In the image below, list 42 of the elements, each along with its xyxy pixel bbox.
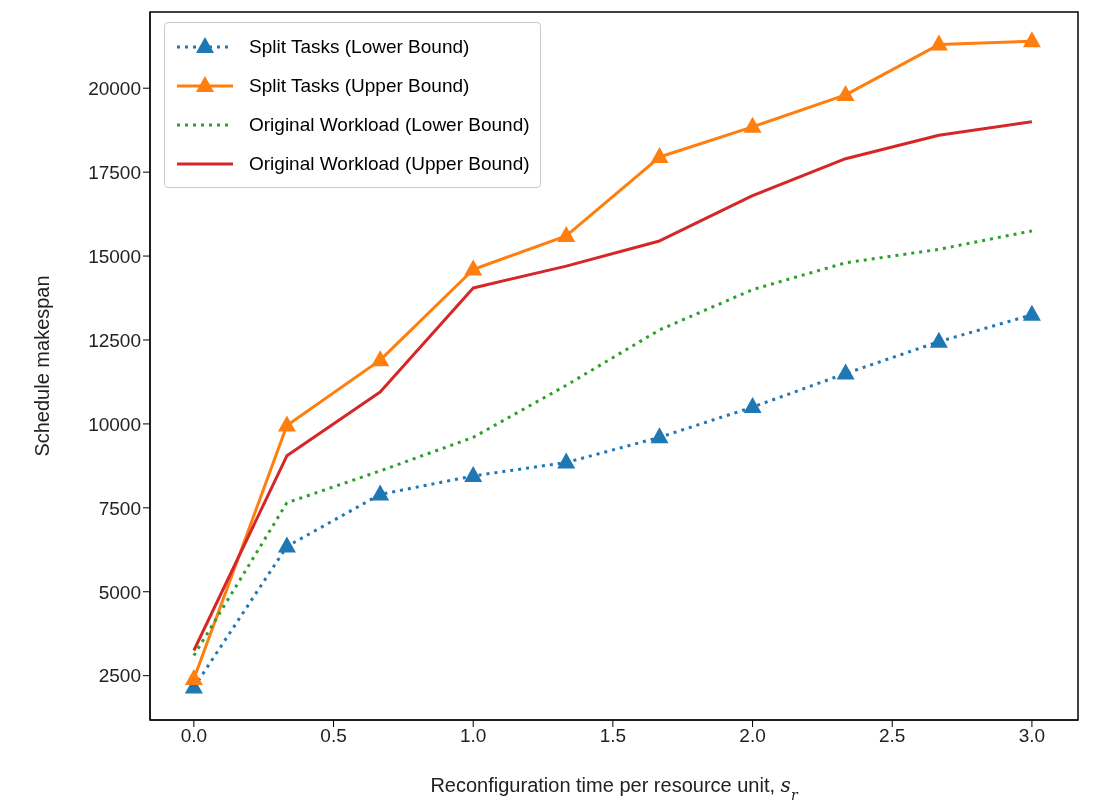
y-tick-label: 17500 (88, 161, 141, 183)
point (650, 147, 669, 164)
point (371, 484, 390, 501)
x-tick-label: 0.0 (180, 725, 208, 747)
point (929, 331, 948, 348)
point (557, 452, 576, 469)
legend-label: Original Workload (Lower Bound) (249, 113, 530, 136)
y-tick-label: 7500 (98, 497, 141, 519)
point (743, 116, 762, 133)
x-tick-label: 1.5 (599, 725, 627, 747)
point (836, 84, 855, 101)
x-tick-label: 2.5 (879, 725, 906, 747)
point (277, 415, 296, 432)
point (371, 350, 390, 367)
y-tick-label: 20000 (88, 77, 141, 99)
legend-label: Split Tasks (Upper Bound) (249, 74, 470, 97)
point (1022, 31, 1041, 48)
point (184, 669, 203, 686)
point (836, 363, 855, 380)
legend-label: Split Tasks (Lower Bound) (249, 35, 470, 58)
point (929, 34, 948, 51)
y-tick-label: 10000 (88, 413, 141, 435)
y-axis-title: Schedule makespan (31, 275, 54, 457)
point (277, 536, 296, 553)
y-tick-label: 12500 (88, 329, 141, 351)
point (743, 397, 762, 414)
line-series (192, 120, 1034, 653)
point (464, 465, 483, 482)
x-tick-label: 0.5 (320, 725, 347, 747)
line-series (192, 229, 1034, 658)
x-axis-title: Reconfiguration time per resource unit, s$_{r}$ (430, 773, 799, 803)
y-tick-label: 2500 (98, 665, 141, 687)
y-tick-label: 15000 (88, 245, 141, 267)
y-tick-label: 5000 (98, 581, 141, 603)
point (557, 225, 576, 242)
point (650, 427, 669, 444)
point (1022, 304, 1041, 321)
x-tick-label: 2.0 (739, 725, 766, 747)
point (464, 259, 483, 276)
legend-label: Original Workload (Upper Bound) (249, 152, 530, 175)
x-tick-label: 3.0 (1018, 725, 1046, 747)
x-tick-label: 1.0 (460, 725, 487, 747)
